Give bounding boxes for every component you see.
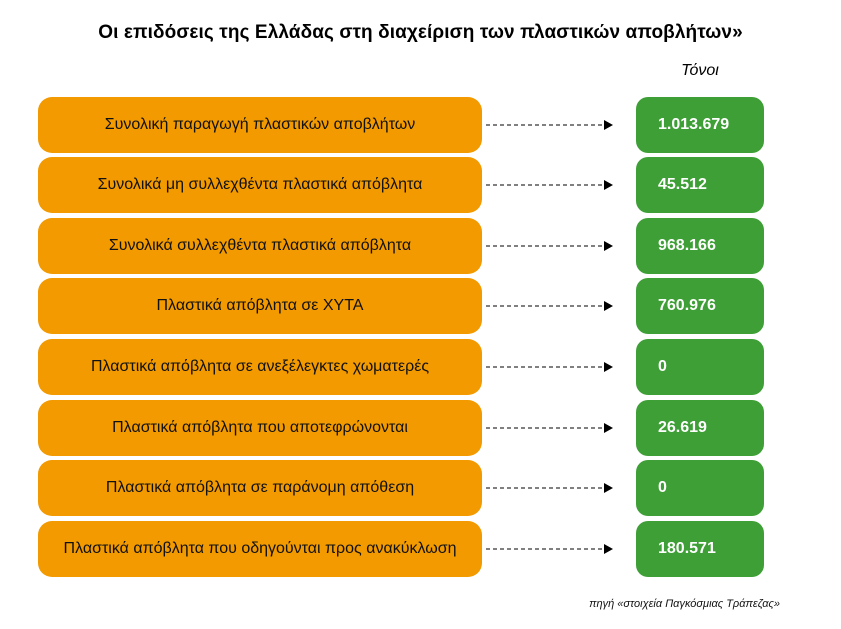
diagram-row: Πλαστικά απόβλητα σε παράνομη απόθεση 0 — [0, 460, 841, 516]
row-value-box: 0 — [636, 339, 764, 395]
dashed-arrow-icon — [486, 423, 613, 433]
dashed-arrow-icon — [486, 483, 613, 493]
diagram-row: Συνολικά συλλεχθέντα πλαστικά απόβλητα 9… — [0, 218, 841, 274]
row-label-box: Πλαστικά απόβλητα που αποτεφρώνονται — [38, 400, 482, 456]
source-note: πηγή «στοιχεία Παγκόσμιας Τράπεζας» — [589, 598, 780, 610]
row-value-box: 0 — [636, 460, 764, 516]
dashed-arrow-icon — [486, 544, 613, 554]
dashed-arrow-icon — [486, 180, 613, 190]
row-label-box: Συνολική παραγωγή πλαστικών αποβλήτων — [38, 97, 482, 153]
row-value-box: 1.013.679 — [636, 97, 764, 153]
diagram-row: Πλαστικά απόβλητα που αποτεφρώνονται 26.… — [0, 400, 841, 456]
dashed-arrow-icon — [486, 120, 613, 130]
dashed-arrow-icon — [486, 241, 613, 251]
row-value-box: 180.571 — [636, 521, 764, 577]
row-value-box: 26.619 — [636, 400, 764, 456]
page-title: Οι επιδόσεις της Ελλάδας στη διαχείριση … — [98, 22, 743, 43]
unit-label: Τόνοι — [681, 62, 719, 79]
row-label-box: Πλαστικά απόβλητα που οδηγούνται προς αν… — [38, 521, 482, 577]
row-value-box: 760.976 — [636, 278, 764, 334]
row-label-box: Συνολικά συλλεχθέντα πλαστικά απόβλητα — [38, 218, 482, 274]
diagram-row: Συνολική παραγωγή πλαστικών αποβλήτων 1.… — [0, 97, 841, 153]
row-label-box: Συνολικά μη συλλεχθέντα πλαστικά απόβλητ… — [38, 157, 482, 213]
row-value-box: 45.512 — [636, 157, 764, 213]
dashed-arrow-icon — [486, 301, 613, 311]
diagram-row: Πλαστικά απόβλητα σε ανεξέλεγκτες χωματε… — [0, 339, 841, 395]
row-value-box: 968.166 — [636, 218, 764, 274]
row-label-box: Πλαστικά απόβλητα σε ΧΥΤΑ — [38, 278, 482, 334]
row-label-box: Πλαστικά απόβλητα σε παράνομη απόθεση — [38, 460, 482, 516]
diagram-row: Πλαστικά απόβλητα που οδηγούνται προς αν… — [0, 521, 841, 577]
diagram-row: Πλαστικά απόβλητα σε ΧΥΤΑ 760.976 — [0, 278, 841, 334]
row-label-box: Πλαστικά απόβλητα σε ανεξέλεγκτες χωματε… — [38, 339, 482, 395]
diagram-row: Συνολικά μη συλλεχθέντα πλαστικά απόβλητ… — [0, 157, 841, 213]
dashed-arrow-icon — [486, 362, 613, 372]
